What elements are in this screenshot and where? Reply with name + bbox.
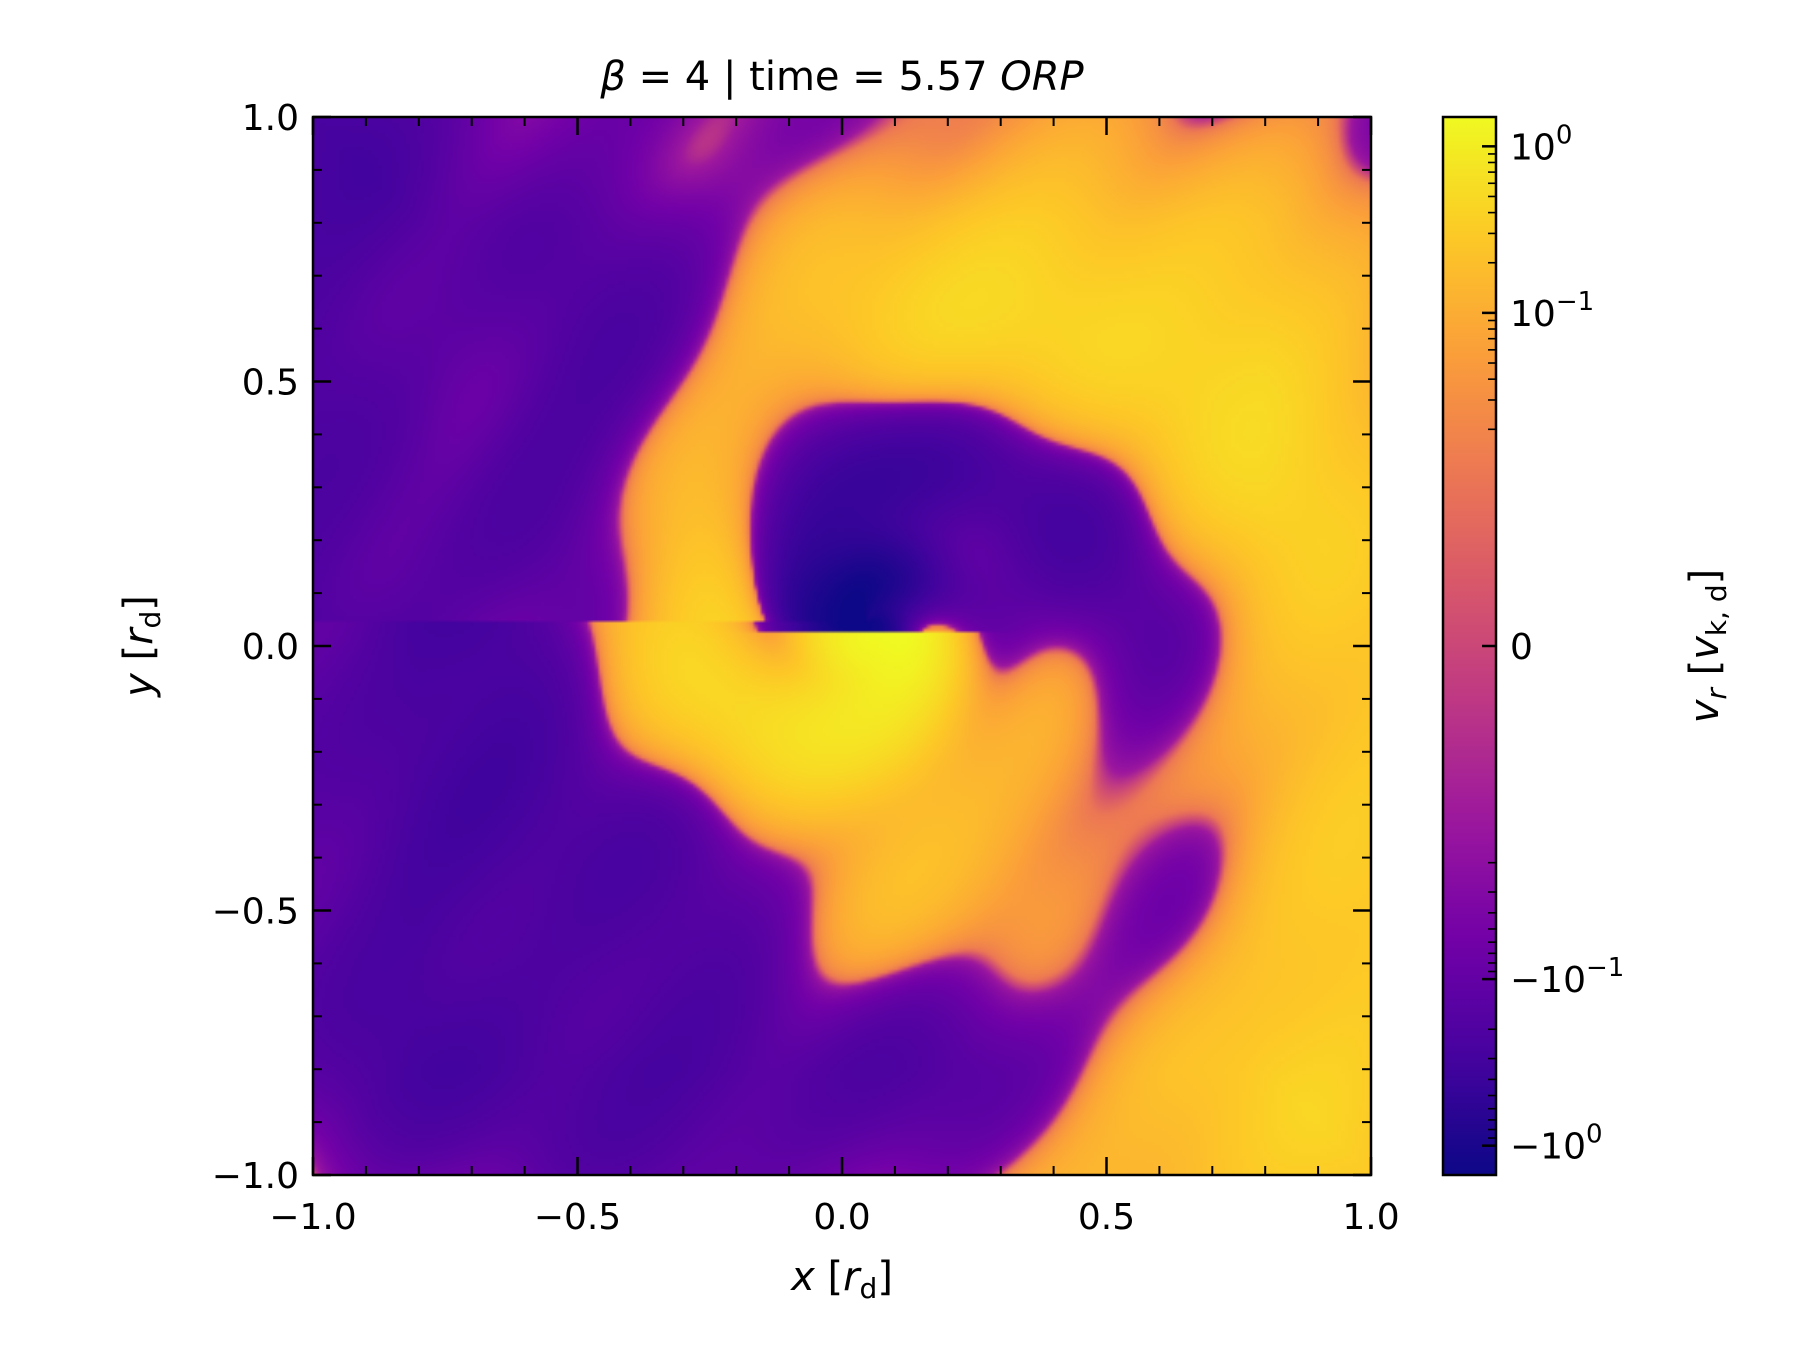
colorbar-tick-label: −100	[1510, 1120, 1603, 1168]
x-tick-label: 1.0	[1342, 1197, 1399, 1238]
colorbar-tick-label: 0	[1510, 627, 1533, 668]
chart-title: β = 4 | time = 5.57 ORP	[599, 54, 1084, 100]
x-tick-label: −0.5	[534, 1197, 621, 1238]
y-tick-label: 0.0	[242, 627, 299, 668]
colorbar-frame	[1441, 115, 1498, 1177]
colorbar-tick-label: 100	[1510, 120, 1572, 168]
colorbar-minor-ticks	[1488, 153, 1496, 1139]
colorbar: 100 10−1 0 −10−1 −100 vr [vk, d]	[1441, 115, 1733, 1177]
x-axis-label: x [rd]	[789, 1254, 893, 1305]
y-tick-label: 0.5	[242, 363, 299, 404]
colorbar-label: vr [vk, d]	[1682, 569, 1733, 724]
x-axis: −1.0 −0.5 0.0 0.5 1.0	[269, 117, 1400, 1238]
x-tick-label: 0.0	[813, 1197, 870, 1238]
y-axis: −1.0 −0.5 0.0 0.5 1.0	[212, 98, 1371, 1197]
y-tick-label: −1.0	[212, 1156, 299, 1197]
x-tick-label: −1.0	[269, 1197, 356, 1238]
colorbar-ticks: 100 10−1 0 −10−1 −100	[1482, 120, 1624, 1168]
heatmap-field	[313, 117, 1371, 1175]
y-tick-label: −0.5	[212, 892, 299, 933]
colorbar-tick-label: −10−1	[1510, 953, 1624, 1001]
colorbar-tick-label: 10−1	[1510, 287, 1594, 335]
y-tick-label: 1.0	[242, 98, 299, 139]
y-axis-label: y [rd]	[116, 595, 167, 698]
x-tick-label: 0.5	[1078, 1197, 1135, 1238]
